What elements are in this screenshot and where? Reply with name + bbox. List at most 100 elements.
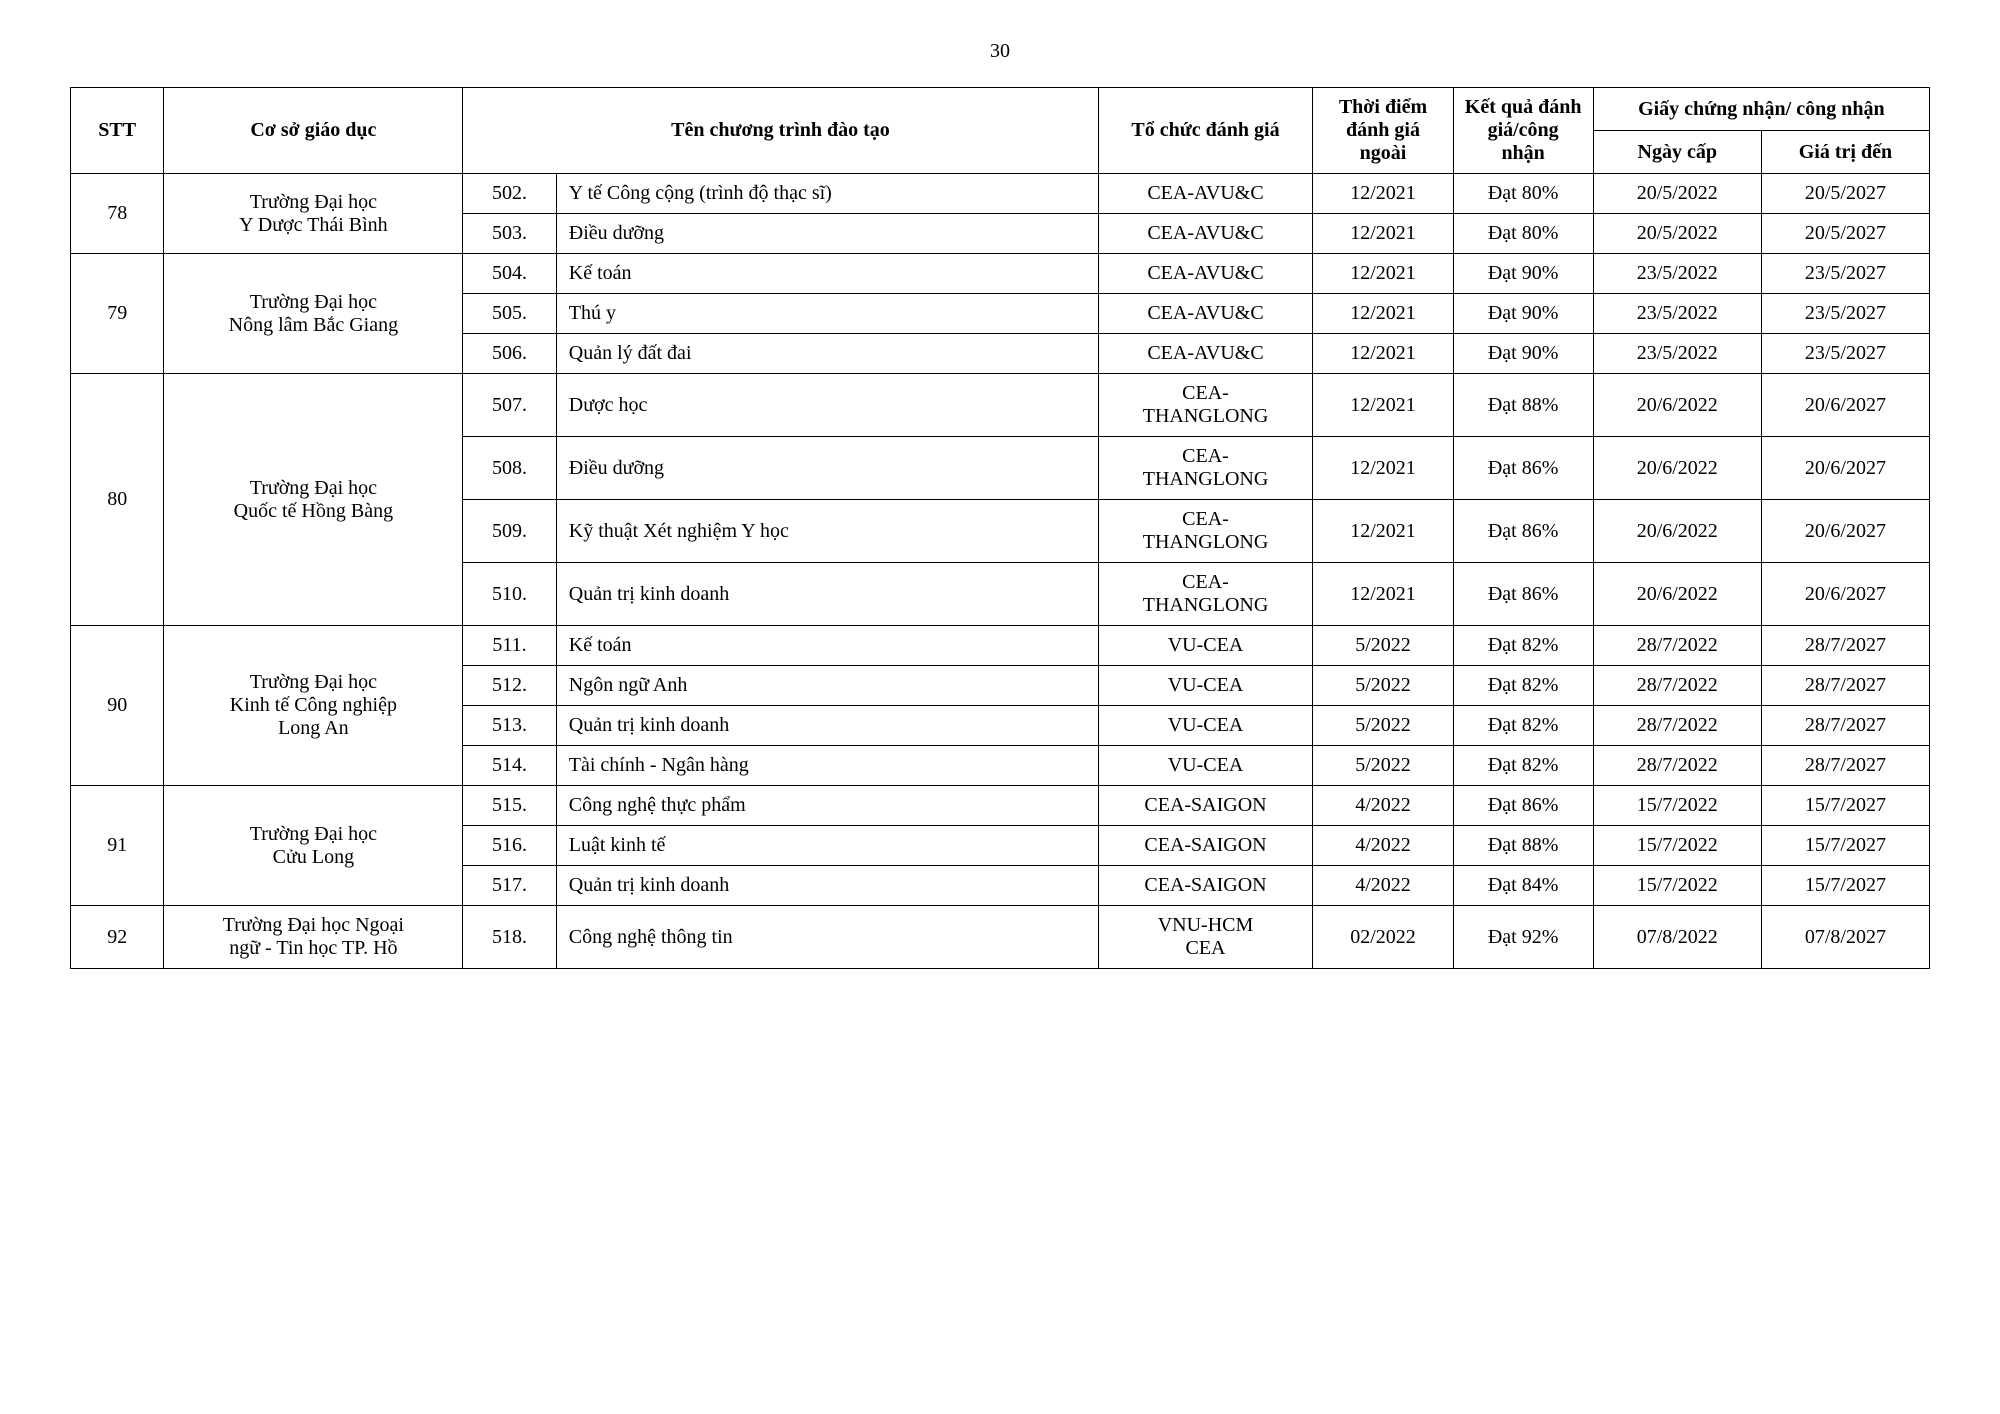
cell-cert-date: 20/6/2022 [1593,374,1761,437]
cell-time: 4/2022 [1313,826,1453,866]
cell-program-number: 505. [463,294,556,334]
cell-cert-valid: 20/6/2027 [1761,563,1929,626]
cell-result: Đạt 80% [1453,214,1593,254]
cell-cert-valid: 20/6/2027 [1761,437,1929,500]
cell-program-name: Thú y [556,294,1098,334]
header-time: Thời điểm đánh giá ngoài [1313,88,1453,174]
cell-result: Đạt 92% [1453,906,1593,969]
cell-time: 12/2021 [1313,500,1453,563]
header-org: Tổ chức đánh giá [1098,88,1313,174]
cell-time: 5/2022 [1313,626,1453,666]
cell-time: 5/2022 [1313,746,1453,786]
cell-stt: 78 [71,174,164,254]
cell-cert-date: 15/7/2022 [1593,786,1761,826]
cell-institution: Trường Đại họcNông lâm Bắc Giang [164,254,463,374]
cell-result: Đạt 88% [1453,374,1593,437]
cell-org: CEA-AVU&C [1098,294,1313,334]
cell-cert-valid: 20/6/2027 [1761,500,1929,563]
header-certificate: Giấy chứng nhận/ công nhận [1593,88,1929,131]
cell-cert-date: 28/7/2022 [1593,706,1761,746]
header-program: Tên chương trình đào tạo [463,88,1098,174]
cell-institution: Trường Đại học Ngoạingữ - Tin học TP. Hồ [164,906,463,969]
cell-program-number: 518. [463,906,556,969]
header-stt: STT [71,88,164,174]
cell-program-name: Điều dưỡng [556,437,1098,500]
cell-cert-date: 20/6/2022 [1593,437,1761,500]
cell-cert-valid: 23/5/2027 [1761,254,1929,294]
cell-cert-valid: 20/5/2027 [1761,174,1929,214]
cell-institution: Trường Đại họcKinh tế Công nghiệpLong An [164,626,463,786]
cell-program-number: 517. [463,866,556,906]
cell-time: 12/2021 [1313,214,1453,254]
table-row: 79Trường Đại họcNông lâm Bắc Giang504.Kế… [71,254,1930,294]
table-row: 91Trường Đại họcCửu Long515.Công nghệ th… [71,786,1930,826]
cell-stt: 92 [71,906,164,969]
page-number: 30 [70,40,1930,63]
cell-program-number: 514. [463,746,556,786]
cell-program-number: 515. [463,786,556,826]
cell-cert-date: 20/6/2022 [1593,563,1761,626]
cell-result: Đạt 80% [1453,174,1593,214]
cell-org: CEA-THANGLONG [1098,563,1313,626]
cell-stt: 91 [71,786,164,906]
cell-institution: Trường Đại họcQuốc tế Hồng Bàng [164,374,463,626]
cell-program-number: 502. [463,174,556,214]
cell-program-number: 510. [463,563,556,626]
cell-result: Đạt 82% [1453,666,1593,706]
header-cert-date: Ngày cấp [1593,131,1761,174]
cell-result: Đạt 86% [1453,563,1593,626]
cell-program-name: Ngôn ngữ Anh [556,666,1098,706]
cell-program-number: 516. [463,826,556,866]
cell-program-name: Công nghệ thông tin [556,906,1098,969]
cell-institution: Trường Đại họcY Dược Thái Bình [164,174,463,254]
cell-cert-valid: 20/5/2027 [1761,214,1929,254]
cell-org: VU-CEA [1098,626,1313,666]
cell-cert-valid: 15/7/2027 [1761,786,1929,826]
cell-cert-date: 23/5/2022 [1593,334,1761,374]
cell-time: 5/2022 [1313,706,1453,746]
cell-time: 12/2021 [1313,437,1453,500]
table-row: 80Trường Đại họcQuốc tế Hồng Bàng507.Dượ… [71,374,1930,437]
cell-time: 02/2022 [1313,906,1453,969]
cell-time: 12/2021 [1313,563,1453,626]
cell-cert-date: 20/5/2022 [1593,174,1761,214]
cell-time: 4/2022 [1313,866,1453,906]
cell-cert-valid: 07/8/2027 [1761,906,1929,969]
cell-stt: 80 [71,374,164,626]
cell-program-number: 509. [463,500,556,563]
table-body: 78Trường Đại họcY Dược Thái Bình502.Y tế… [71,174,1930,969]
table-header: STT Cơ sở giáo dục Tên chương trình đào … [71,88,1930,174]
cell-result: Đạt 90% [1453,334,1593,374]
cell-cert-valid: 28/7/2027 [1761,626,1929,666]
cell-cert-valid: 28/7/2027 [1761,666,1929,706]
cell-program-name: Quản trị kinh doanh [556,563,1098,626]
cell-cert-date: 23/5/2022 [1593,254,1761,294]
cell-org: CEA-AVU&C [1098,334,1313,374]
cell-result: Đạt 82% [1453,706,1593,746]
cell-program-name: Y tế Công cộng (trình độ thạc sĩ) [556,174,1098,214]
cell-cert-valid: 28/7/2027 [1761,746,1929,786]
header-cert-valid: Giá trị đến [1761,131,1929,174]
cell-cert-date: 07/8/2022 [1593,906,1761,969]
cell-program-name: Tài chính - Ngân hàng [556,746,1098,786]
table-row: 92Trường Đại học Ngoạingữ - Tin học TP. … [71,906,1930,969]
cell-stt: 90 [71,626,164,786]
cell-org: CEA-SAIGON [1098,866,1313,906]
cell-program-name: Luật kinh tế [556,826,1098,866]
table-row: 90Trường Đại họcKinh tế Công nghiệpLong … [71,626,1930,666]
cell-cert-date: 28/7/2022 [1593,666,1761,706]
cell-cert-valid: 15/7/2027 [1761,866,1929,906]
cell-program-number: 508. [463,437,556,500]
cell-program-name: Công nghệ thực phẩm [556,786,1098,826]
cell-program-number: 506. [463,334,556,374]
data-table: STT Cơ sở giáo dục Tên chương trình đào … [70,87,1930,969]
cell-result: Đạt 84% [1453,866,1593,906]
cell-org: VNU-HCMCEA [1098,906,1313,969]
cell-cert-date: 15/7/2022 [1593,826,1761,866]
cell-time: 12/2021 [1313,374,1453,437]
cell-result: Đạt 86% [1453,786,1593,826]
cell-time: 12/2021 [1313,174,1453,214]
header-institution: Cơ sở giáo dục [164,88,463,174]
cell-time: 12/2021 [1313,254,1453,294]
cell-time: 12/2021 [1313,294,1453,334]
